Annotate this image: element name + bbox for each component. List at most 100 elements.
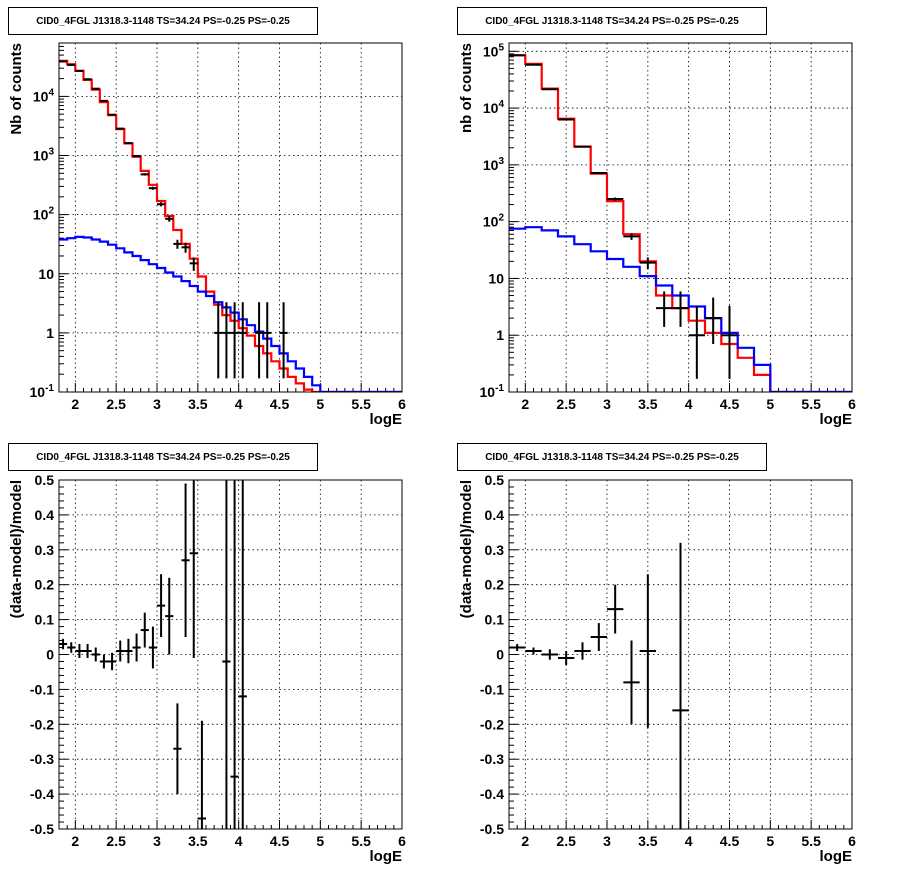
y-tick-label: 0.1: [35, 612, 55, 628]
x-tick-label: 2.5: [106, 396, 126, 412]
x-axis-label: logE: [370, 411, 403, 428]
panel-2-title: CID0_4FGL J1318.3-1148 TS=34.24 PS=-0.25…: [457, 7, 767, 35]
y-tick-label: 103: [483, 156, 505, 173]
x-tick-label: 4: [235, 396, 243, 412]
plot-frame: [508, 479, 853, 830]
total_model-histogram: [59, 59, 402, 392]
y-axis-label: Nb of counts: [8, 43, 25, 135]
y-tick-label: 104: [33, 87, 55, 104]
chart-panel-4: 2 2.5 3 3.5 4 4.5 5 5.5 6 -0.5 -0.4 -0.3 -0.2 -0.1 0 0.…: [458, 472, 856, 865]
y-tick-label: 102: [33, 206, 55, 223]
x-axis-label: logE: [370, 848, 403, 865]
x-tick-label: 4: [685, 833, 693, 849]
y-tick-label: -0.3: [480, 751, 504, 767]
y-tick-label: 10: [488, 270, 504, 286]
y-tick-label: -0.2: [30, 716, 54, 732]
y-tick-label: 104: [483, 99, 505, 116]
plot-frame: [508, 42, 853, 393]
panel-4-title: CID0_4FGL J1318.3-1148 TS=34.24 PS=-0.25…: [457, 443, 767, 471]
y-tick-label: 0.3: [35, 542, 55, 558]
x-tick-label: 4: [235, 833, 243, 849]
x-tick-label: 3: [603, 396, 611, 412]
x-tick-label: 3: [153, 396, 161, 412]
x-tick-label: 4.5: [720, 396, 740, 412]
x-tick-label: 2.5: [556, 833, 576, 849]
x-tick-label: 2: [71, 396, 79, 412]
x-tick-label: 4.5: [270, 833, 290, 849]
y-tick-label: 102: [483, 213, 505, 230]
y-tick-label: 10: [38, 266, 54, 282]
x-tick-label: 2: [521, 833, 529, 849]
y-tick-label: 10-1: [480, 383, 505, 400]
x-tick-label: 6: [848, 396, 856, 412]
x-tick-label: 3.5: [638, 833, 658, 849]
x-tick-label: 3.5: [638, 396, 658, 412]
x-tick-label: 2: [521, 396, 529, 412]
chart-panel-2: 2 2.5 3 3.5 4 4.5 5 5.5 6 10-1 1 10 102 103 104 105 logE…: [458, 42, 856, 428]
y-tick-label: 0.3: [485, 542, 505, 558]
series-group: [59, 480, 247, 829]
y-tick-label: 0.4: [35, 507, 55, 523]
series-group: [509, 542, 689, 829]
y-tick-label: -0.4: [480, 786, 504, 802]
series-group: [509, 54, 852, 392]
x-tick-label: 5.5: [351, 396, 371, 412]
x-tick-label: 5: [316, 396, 324, 412]
plot-frame: [58, 479, 403, 830]
y-tick-label: 0.2: [35, 577, 55, 593]
y-tick-label: 105: [483, 42, 505, 59]
plot-frame: [58, 42, 403, 393]
y-tick-label: -0.5: [30, 821, 54, 837]
y-tick-label: -0.1: [30, 681, 54, 697]
y-tick-label: -0.1: [480, 681, 504, 697]
y-tick-label: -0.5: [480, 821, 504, 837]
x-tick-label: 6: [848, 833, 856, 849]
panel-3-title: CID0_4FGL J1318.3-1148 TS=34.24 PS=-0.25…: [8, 443, 318, 471]
y-tick-label: 0.5: [35, 472, 55, 488]
y-tick-label: -0.4: [30, 786, 54, 802]
y-tick-label: 0: [46, 647, 54, 663]
x-tick-label: 3.5: [188, 396, 208, 412]
y-tick-label: 0.2: [485, 577, 505, 593]
y-tick-label: 103: [33, 147, 55, 164]
total_model-histogram: [509, 54, 852, 392]
x-tick-label: 2.5: [556, 396, 576, 412]
series-group: [59, 59, 402, 392]
x-tick-label: 5: [316, 833, 324, 849]
y-tick-label: 0: [496, 647, 504, 663]
x-tick-label: 3: [603, 833, 611, 849]
y-tick-label: 1: [46, 325, 54, 341]
x-tick-label: 4.5: [720, 833, 740, 849]
x-tick-label: 5.5: [801, 833, 821, 849]
x-tick-label: 5: [766, 833, 774, 849]
component_model-histogram: [509, 226, 852, 392]
x-tick-label: 2: [71, 833, 79, 849]
x-tick-label: 4.5: [270, 396, 290, 412]
component_model-histogram: [59, 235, 402, 392]
x-tick-label: 6: [398, 396, 406, 412]
y-axis-label: nb of counts: [458, 43, 475, 133]
chart-panel-3: 2 2.5 3 3.5 4 4.5 5 5.5 6 -0.5 -0.4 -0.3 -0.2 -0.1 0 0.…: [8, 472, 406, 865]
x-axis-label: logE: [820, 848, 853, 865]
y-tick-label: 1: [496, 327, 504, 343]
y-tick-label: 0.1: [485, 612, 505, 628]
x-tick-label: 3.5: [188, 833, 208, 849]
panel-1-title: CID0_4FGL J1318.3-1148 TS=34.24 PS=-0.25…: [8, 7, 318, 35]
x-tick-label: 2.5: [106, 833, 126, 849]
x-axis-label: logE: [820, 411, 853, 428]
x-tick-label: 5.5: [351, 833, 371, 849]
x-tick-label: 6: [398, 833, 406, 849]
x-tick-label: 4: [685, 396, 693, 412]
y-tick-label: -0.3: [30, 751, 54, 767]
y-tick-label: 0.5: [485, 472, 505, 488]
x-tick-label: 3: [153, 833, 161, 849]
y-tick-label: 0.4: [485, 507, 505, 523]
y-tick-label: -0.2: [480, 716, 504, 732]
chart-panel-1: 2 2.5 3 3.5 4 4.5 5 5.5 6 10-1 1 10 102 103 104 logE Nb …: [8, 42, 406, 428]
y-axis-label: (data-model)/model: [458, 480, 475, 618]
x-tick-label: 5.5: [801, 396, 821, 412]
y-tick-label: 10-1: [30, 383, 55, 400]
y-axis-label: (data-model)/model: [8, 480, 25, 618]
x-tick-label: 5: [766, 396, 774, 412]
